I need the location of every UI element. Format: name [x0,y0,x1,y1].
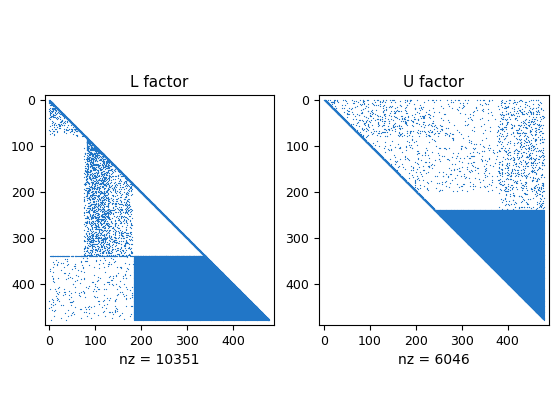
Title: L factor: L factor [130,75,189,90]
X-axis label: nz = 10351: nz = 10351 [119,353,200,367]
Title: U factor: U factor [403,75,465,90]
X-axis label: nz = 6046: nz = 6046 [398,353,470,367]
